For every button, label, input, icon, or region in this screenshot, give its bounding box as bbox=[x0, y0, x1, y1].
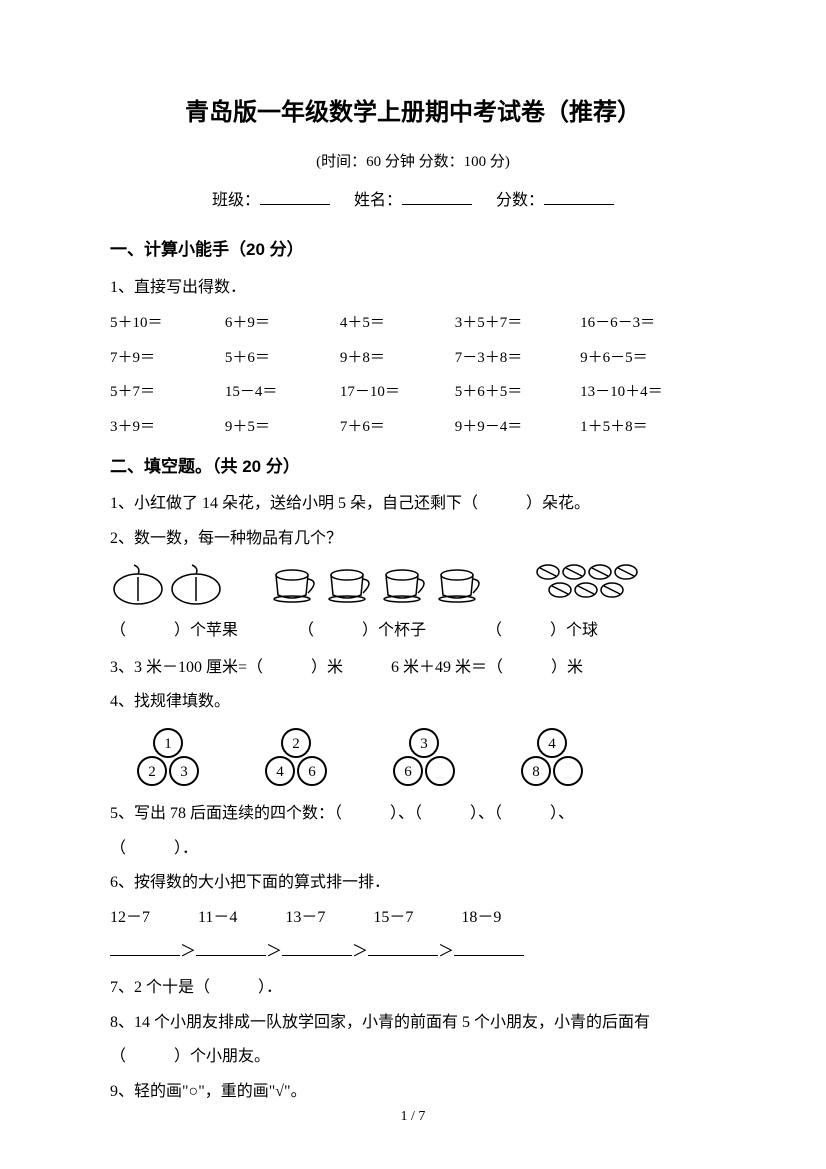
svg-text:8: 8 bbox=[532, 764, 540, 780]
count-labels-row: （ ）个苹果 （ ）个杯子 （ ）个球 bbox=[110, 616, 716, 646]
calc-cell: 17－10＝ bbox=[340, 378, 455, 407]
s2-q6: 6、按得数的大小把下面的算式排一排． bbox=[110, 868, 716, 898]
s2-q3: 3、3 米－100 厘米=（ ）米 6 米＋49 米＝（ ）米 bbox=[110, 653, 716, 683]
calc-cell: 16－6－3＝ bbox=[580, 309, 716, 338]
info-line: 班级： 姓名： 分数： bbox=[110, 186, 716, 216]
ball-count-label: （ ）个球 bbox=[486, 616, 598, 646]
s2-q8a: 8、14 个小朋友排成一队放学回家，小青的前面有 5 个小朋友，小青的后面有 bbox=[110, 1008, 716, 1038]
triple-diagram: 3 6 bbox=[384, 727, 464, 789]
svg-text:2: 2 bbox=[148, 764, 156, 780]
calc-cell: 5＋10＝ bbox=[110, 309, 225, 338]
calc-cell: 7－3＋8＝ bbox=[455, 344, 580, 373]
section2-header: 二、填空题。（共 20 分） bbox=[110, 451, 716, 483]
calc-cell: 9＋6－5＝ bbox=[580, 344, 716, 373]
score-label: 分数： bbox=[496, 192, 544, 209]
s2-q5a: 5、写出 78 后面连续的四个数：（ ）、（ ）、（ ）、 bbox=[110, 799, 716, 829]
s2-q1: 1、小红做了 14 朵花，送给小明 5 朵，自己还剩下（ ）朵花。 bbox=[110, 489, 716, 519]
s2-q4: 4、找规律填数。 bbox=[110, 687, 716, 717]
svg-text:4: 4 bbox=[548, 736, 556, 752]
counting-images bbox=[110, 560, 716, 610]
calc-grid: 5＋10＝ 6＋9＝ 4＋5＝ 3＋5＋7＝ 16－6－3＝ 7＋9＝ 5＋6＝… bbox=[110, 309, 716, 441]
triple-diagram: 1 2 3 bbox=[128, 727, 208, 789]
triple-diagram: 4 8 bbox=[512, 727, 592, 789]
page-footer: 1 / 7 bbox=[0, 1104, 826, 1131]
calc-cell: 6＋9＝ bbox=[225, 309, 340, 338]
score-blank bbox=[544, 189, 614, 205]
sort-blanks: ＞＞＞＞ bbox=[110, 937, 716, 967]
balls-icon bbox=[530, 560, 640, 610]
s2-q2: 2、数一数，每一种物品有几个？ bbox=[110, 524, 716, 554]
calc-cell: 4＋5＝ bbox=[340, 309, 455, 338]
apple-count-label: （ ）个苹果 bbox=[110, 616, 238, 646]
triple-diagram: 2 4 6 bbox=[256, 727, 336, 789]
svg-text:3: 3 bbox=[420, 736, 428, 752]
cup-count-label: （ ）个杯子 bbox=[298, 616, 426, 646]
svg-text:4: 4 bbox=[276, 764, 284, 780]
svg-text:6: 6 bbox=[308, 764, 316, 780]
name-blank bbox=[402, 189, 472, 205]
s2-q8b: （ ）个小朋友。 bbox=[110, 1042, 716, 1072]
exam-subtitle: (时间：60 分钟 分数：100 分) bbox=[110, 148, 716, 177]
calc-cell: 5＋6＝ bbox=[225, 344, 340, 373]
svg-text:2: 2 bbox=[292, 736, 300, 752]
svg-text:1: 1 bbox=[164, 736, 172, 752]
s2-q7: 7、2 个十是（ ）． bbox=[110, 973, 716, 1003]
calc-cell: 3＋5＋7＝ bbox=[455, 309, 580, 338]
calc-cell: 5＋7＝ bbox=[110, 378, 225, 407]
calc-cell: 9＋9－4＝ bbox=[455, 413, 580, 442]
calc-cell: 5＋6＋5＝ bbox=[455, 378, 580, 407]
section1-header: 一、计算小能手（20 分） bbox=[110, 234, 716, 266]
q1-label: 1、直接写出得数． bbox=[110, 273, 716, 303]
name-label: 姓名： bbox=[354, 192, 402, 209]
svg-text:6: 6 bbox=[404, 764, 412, 780]
calc-cell: 9＋5＝ bbox=[225, 413, 340, 442]
calc-cell: 7＋6＝ bbox=[340, 413, 455, 442]
s2-q9: 9、轻的画"○"，重的画"√"。 bbox=[110, 1077, 716, 1107]
calc-cell: 7＋9＝ bbox=[110, 344, 225, 373]
s2-q5b: （ ）． bbox=[110, 834, 716, 864]
calc-cell: 9＋8＝ bbox=[340, 344, 455, 373]
class-label: 班级： bbox=[212, 192, 260, 209]
calc-cell: 3＋9＝ bbox=[110, 413, 225, 442]
svg-text:3: 3 bbox=[180, 764, 188, 780]
calc-cell: 1＋5＋8＝ bbox=[580, 413, 716, 442]
apples-icon bbox=[110, 563, 230, 607]
calc-cell: 15－4＝ bbox=[225, 378, 340, 407]
class-blank bbox=[260, 189, 330, 205]
exam-title: 青岛版一年级数学上册期中考试卷（推荐） bbox=[110, 90, 716, 136]
triples-row: 1 2 3 2 4 6 3 6 4 8 bbox=[128, 727, 716, 789]
cups-icon bbox=[270, 563, 490, 607]
s2-q6-items: 12－7 11－4 13－7 15－7 18－9 bbox=[110, 903, 716, 933]
calc-cell: 13－10＋4＝ bbox=[580, 378, 716, 407]
